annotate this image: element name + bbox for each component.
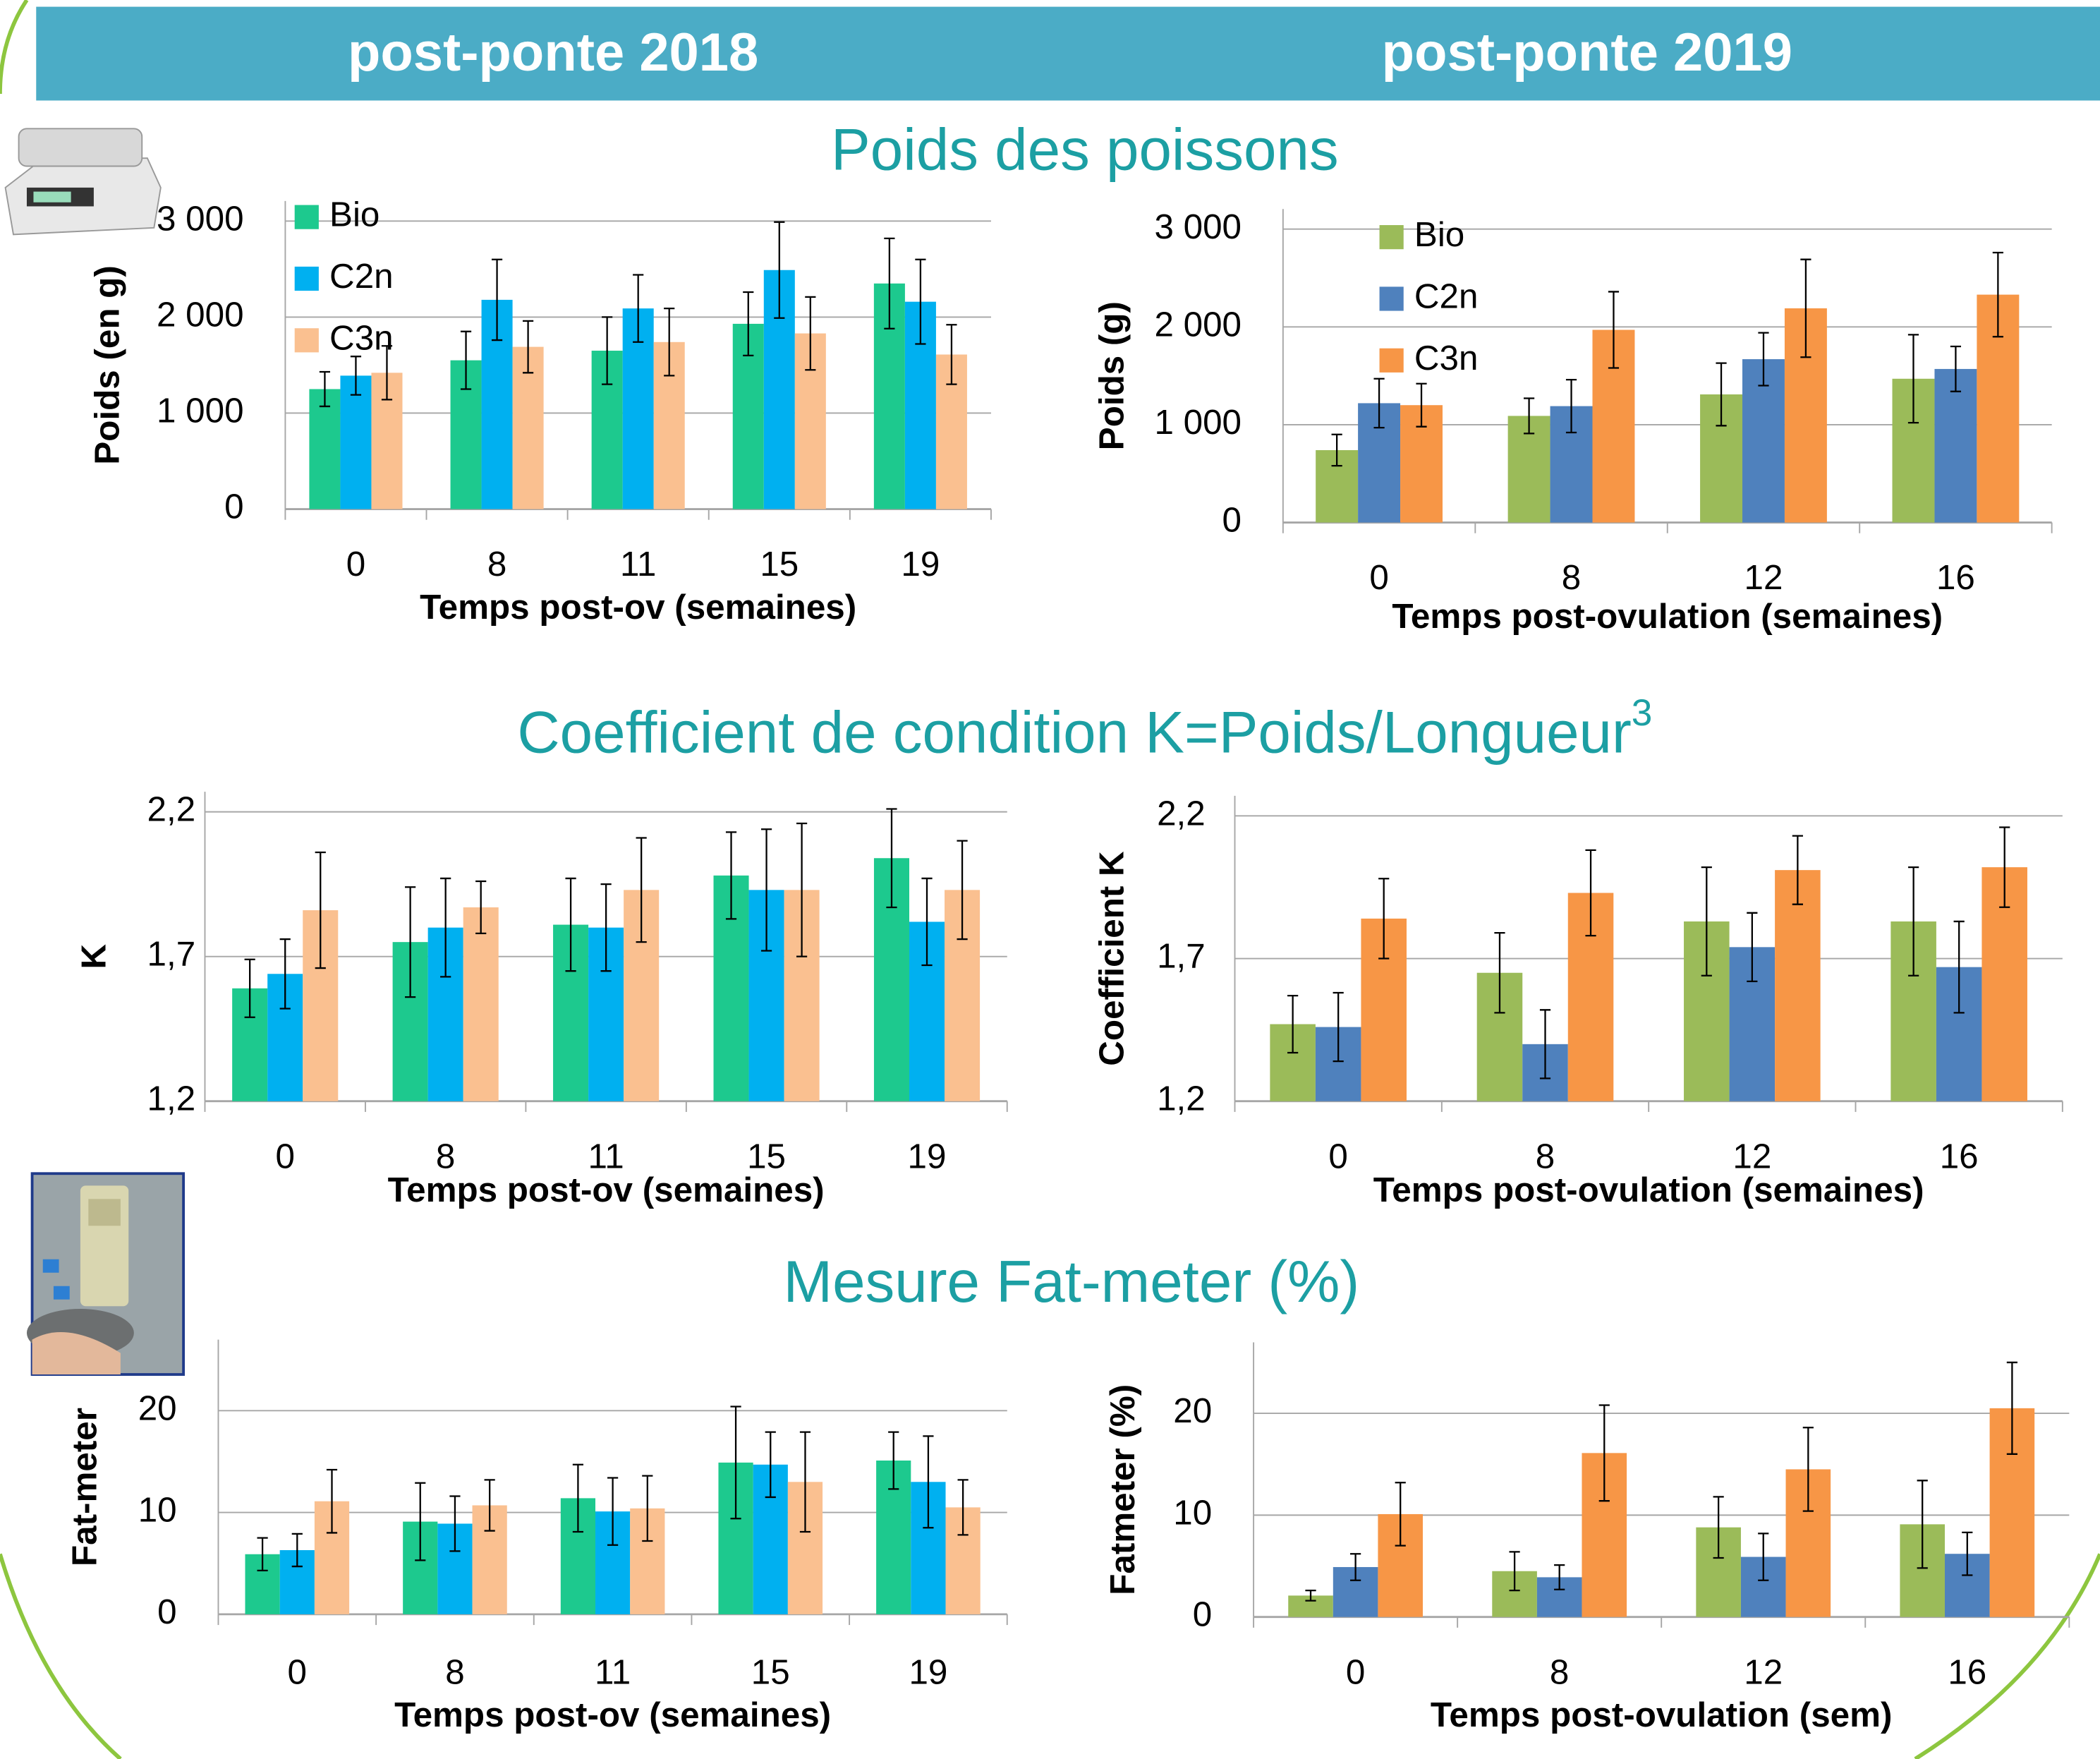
x-axis-title: Temps post-ov (semaines)	[420, 588, 856, 627]
chart: 0 10 20 0 8 11 15 19 Temps post-ov (semaines) Fat…	[65, 1340, 1007, 1734]
y-axis-title: Poids (g)	[1093, 301, 1131, 450]
x-tick-label: 12	[1744, 1652, 1783, 1691]
legend-swatch	[295, 328, 319, 352]
x-tick-label: 0	[346, 545, 365, 584]
section-title-sup: 3	[1632, 692, 1653, 734]
y-tick-label: 3 000	[157, 199, 244, 238]
y-tick-label: 0	[1193, 1595, 1212, 1634]
x-tick-label: 12	[1744, 558, 1783, 597]
x-axis-title: Temps post-ovulation (sem)	[1431, 1695, 1893, 1734]
y-tick-label: 0	[1222, 501, 1242, 540]
x-axis-title: Temps post-ov (semaines)	[394, 1695, 831, 1734]
decoration-arc	[0, 1554, 121, 1758]
bar	[463, 907, 499, 1101]
y-axis-title: Poids (en g)	[88, 265, 127, 464]
plot	[309, 222, 967, 509]
x-tick-label: 19	[908, 1137, 947, 1175]
y-tick-label: 3 000	[1154, 207, 1242, 246]
y-tick-label: 20	[1173, 1391, 1212, 1430]
legend-label: Bio	[329, 195, 380, 234]
y-axis-title: Fat-meter	[65, 1408, 104, 1566]
plot	[232, 809, 980, 1101]
y-axis-title: Fatmeter (%)	[1103, 1384, 1142, 1595]
x-axis-title: Temps post-ovulation (semaines)	[1373, 1171, 1924, 1209]
x-tick-label: 0	[275, 1137, 294, 1175]
plot	[1288, 1362, 2034, 1617]
legend-label: C3n	[329, 318, 394, 357]
x-tick-label: 15	[751, 1652, 790, 1691]
x-tick-label: 11	[620, 545, 656, 584]
y-tick-label: 2,2	[1157, 794, 1206, 833]
y-tick-label: 1,7	[147, 935, 196, 974]
legend-swatch	[1380, 349, 1404, 373]
x-tick-label: 0	[1346, 1652, 1365, 1691]
y-tick-label: 1,2	[1157, 1080, 1206, 1118]
x-tick-label: 16	[1948, 1652, 1986, 1691]
x-tick-label: 8	[1550, 1652, 1569, 1691]
x-tick-label: 16	[1936, 558, 1975, 597]
x-tick-label: 0	[1369, 558, 1388, 597]
legend-swatch	[295, 267, 319, 291]
y-tick-label: 20	[138, 1389, 177, 1427]
y-tick-label: 0	[224, 488, 243, 526]
header-left: post-ponte 2018	[348, 23, 758, 83]
x-tick-label: 8	[1562, 558, 1581, 597]
legend-label: C2n	[329, 257, 394, 296]
section-title: Mesure Fat-meter (%)	[784, 1248, 1360, 1314]
y-tick-label: 1,7	[1157, 937, 1206, 976]
section-title-main: Coefficient de condition K=Poids/Longueu…	[517, 699, 1631, 765]
legend-swatch	[1380, 286, 1404, 310]
y-axis-title: Coefficient K	[1093, 851, 1131, 1066]
y-tick-label: 1 000	[1154, 403, 1242, 442]
x-tick-label: 11	[595, 1652, 631, 1691]
section-title: Poids des poissons	[831, 116, 1339, 182]
page: post-ponte 2018 post-ponte 2019 Poids de…	[0, 0, 2100, 1759]
legend-swatch	[1380, 225, 1404, 249]
legend-label: Bio	[1414, 215, 1464, 254]
legend-label: C2n	[1414, 277, 1479, 315]
y-tick-label: 1,2	[147, 1080, 196, 1118]
scale-icon	[6, 128, 161, 234]
fatmeter-photo	[27, 1173, 183, 1374]
y-tick-label: 1 000	[157, 392, 244, 430]
y-tick-label: 10	[1173, 1493, 1212, 1532]
plot	[1270, 827, 2027, 1101]
y-axis-title: K	[75, 943, 114, 969]
y-tick-label: 10	[138, 1491, 177, 1530]
chart: 0 1 000 2 000 3 000 0 8 11 15 19 Temps post-ov (s…	[88, 195, 991, 627]
y-tick-label: 2 000	[157, 295, 244, 334]
x-tick-label: 0	[1328, 1137, 1347, 1175]
bar	[340, 375, 371, 509]
legend-label: C3n	[1414, 339, 1479, 377]
x-tick-label: 8	[487, 545, 506, 584]
x-axis-title: Temps post-ov (semaines)	[388, 1171, 825, 1209]
x-tick-label: 0	[288, 1652, 307, 1691]
x-tick-label: 19	[909, 1652, 947, 1691]
y-tick-label: 2,2	[147, 790, 196, 829]
x-tick-label: 16	[1940, 1137, 1979, 1175]
x-tick-label: 19	[901, 545, 940, 584]
x-axis-title: Temps post-ovulation (semaines)	[1392, 597, 1943, 636]
x-tick-label: 8	[445, 1652, 464, 1691]
header-right: post-ponte 2019	[1382, 23, 1792, 83]
y-tick-label: 2 000	[1154, 305, 1242, 344]
chart: 0 10 20 0 8 12 16 Temps post-ovulation (sem) Fat…	[1103, 1342, 2069, 1734]
section-title: Coefficient de condition K=Poids/Longueu…	[517, 692, 1652, 765]
plot	[245, 1407, 980, 1614]
x-tick-label: 15	[760, 545, 799, 584]
decoration-arc	[0, 0, 27, 94]
legend-swatch	[295, 205, 319, 229]
y-tick-label: 0	[157, 1592, 176, 1631]
